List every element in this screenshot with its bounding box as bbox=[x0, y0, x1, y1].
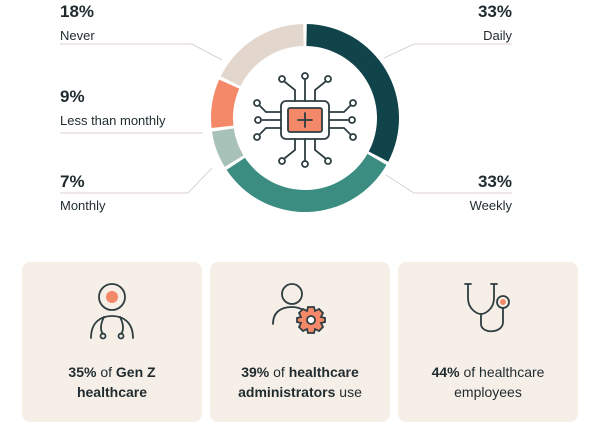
label-daily: Daily bbox=[483, 28, 512, 43]
legend-less-than-monthly: 9% Less than monthly bbox=[60, 88, 166, 127]
stat-cards: 35% of Gen Z healthcare 39% of healthcar… bbox=[22, 262, 578, 422]
stat-card-gen-z: 35% of Gen Z healthcare bbox=[22, 262, 202, 422]
doctor-icon bbox=[90, 283, 134, 340]
donut-chart bbox=[60, 24, 512, 212]
stat-line2-employees: employees bbox=[454, 384, 522, 400]
stat-card-employees: 44% of healthcare employees bbox=[398, 262, 578, 422]
legend-daily: 33% Daily bbox=[478, 3, 512, 42]
pct-monthly: 7% bbox=[60, 172, 85, 191]
stat-pct-administrators: 39% bbox=[241, 364, 270, 380]
stat-of-administrators: of bbox=[269, 364, 289, 380]
stat-pct-employees: 44% bbox=[431, 364, 460, 380]
donut-slice-daily bbox=[306, 24, 399, 162]
ai-chip-health-icon bbox=[253, 72, 357, 168]
stat-card-administrators: 39% of healthcare administrators use bbox=[210, 262, 390, 422]
stat-group-employees: of healthcare bbox=[459, 364, 545, 380]
pct-daily: 33% bbox=[477, 2, 512, 21]
donut-slice-weekly bbox=[226, 153, 387, 212]
stat-text-administrators: 39% of healthcare administrators use bbox=[210, 362, 390, 402]
stat-group-administrators: healthcare bbox=[288, 364, 359, 380]
pct-weekly: 33% bbox=[477, 172, 512, 191]
stat-line2-gen-z: healthcare bbox=[76, 384, 148, 400]
stat-text-employees: 44% of healthcare employees bbox=[398, 362, 578, 402]
label-never: Never bbox=[60, 28, 95, 43]
donut-slice-monthly bbox=[211, 128, 244, 167]
label-weekly: Weekly bbox=[469, 198, 512, 213]
pct-never: 18% bbox=[60, 2, 95, 21]
legend-monthly: 7% Monthly bbox=[60, 173, 106, 212]
stat-line2-administrators: administrators bbox=[238, 384, 336, 400]
legend-never: 18% Never bbox=[60, 3, 95, 42]
admin-gear-icon bbox=[272, 283, 326, 334]
label-monthly: Monthly bbox=[60, 198, 106, 213]
stat-text-gen-z: 35% of Gen Z healthcare bbox=[22, 362, 202, 402]
leader-lines bbox=[60, 43, 512, 194]
stat-pct-gen-z: 35% bbox=[68, 364, 97, 380]
stethoscope-icon bbox=[464, 283, 510, 333]
pct-less-than-monthly: 9% bbox=[60, 87, 85, 106]
donut-slice-less-than-monthly bbox=[211, 79, 240, 128]
donut-slice-never bbox=[220, 24, 304, 87]
label-less-than-monthly: Less than monthly bbox=[60, 113, 166, 128]
stat-line2-use: use bbox=[335, 384, 362, 400]
legend-weekly: 33% Weekly bbox=[470, 173, 512, 212]
stat-group-gen-z: Gen Z bbox=[115, 364, 156, 380]
stat-of-gen-z: of bbox=[96, 364, 116, 380]
